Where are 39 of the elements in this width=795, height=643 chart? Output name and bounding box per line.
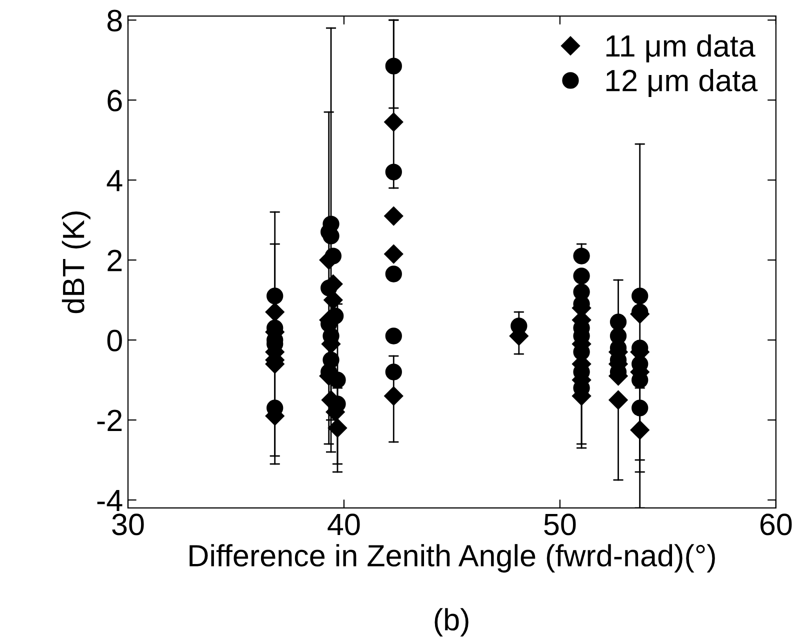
point (322, 352, 340, 368)
point (324, 248, 342, 264)
point (384, 386, 404, 406)
point (385, 328, 402, 344)
point (630, 420, 650, 440)
x-tick-label: 30 (112, 514, 144, 536)
y-tick-label: 8 (107, 10, 122, 32)
point (385, 266, 402, 282)
x-tick-label: 40 (328, 514, 360, 536)
point (573, 248, 590, 264)
point (384, 112, 404, 132)
y-tick-label: 0 (107, 330, 122, 352)
y-tick-label: -4 (97, 490, 122, 512)
x-axis-title: Difference in Zenith Angle (fwrd-nad)(°) (190, 544, 715, 573)
x-tick-label: 60 (760, 514, 792, 536)
point (266, 288, 284, 304)
point (385, 58, 402, 74)
point (610, 314, 627, 330)
point (632, 304, 648, 320)
point (320, 280, 338, 296)
point (573, 268, 590, 284)
y-tick-label: 6 (108, 90, 122, 112)
legend-label: 12 μm data (606, 69, 758, 98)
point (385, 364, 402, 380)
point (608, 390, 628, 410)
point (384, 244, 404, 264)
text: (b) (434, 608, 468, 637)
y-tick-label: 4 (106, 170, 122, 192)
point (632, 400, 648, 416)
y-axis-title: dBT (K) (62, 212, 90, 314)
y-tick-label: 2 (108, 250, 122, 272)
y-tick-label: -2 (97, 410, 122, 432)
point (632, 288, 648, 304)
point (385, 164, 402, 180)
x-tick-label: 50 (544, 514, 576, 536)
point (265, 302, 284, 322)
legend-label: 11 μm data (606, 34, 756, 62)
point (384, 206, 404, 226)
point (328, 418, 348, 438)
